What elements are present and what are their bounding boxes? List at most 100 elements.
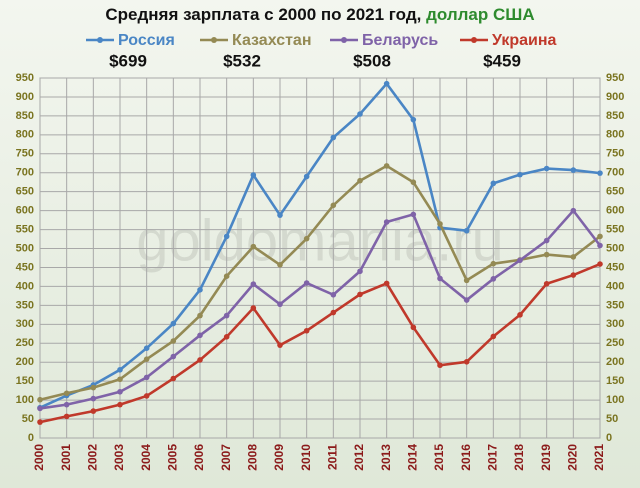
y-tick-label: 500 bbox=[16, 242, 34, 254]
y-tick-label: 800 bbox=[16, 129, 34, 141]
x-tick-label: 2019 bbox=[539, 444, 553, 471]
point bbox=[170, 353, 177, 360]
point bbox=[223, 273, 230, 279]
x-tick-label: 2005 bbox=[166, 444, 180, 471]
point bbox=[223, 312, 230, 319]
point bbox=[383, 280, 390, 287]
y-tick-label: 100 bbox=[16, 394, 34, 406]
point bbox=[330, 134, 337, 141]
legend-label: Беларусь bbox=[362, 32, 438, 49]
y-tick-label: 850 bbox=[16, 110, 34, 122]
point bbox=[330, 291, 337, 298]
y2-tick-label: 550 bbox=[606, 223, 624, 235]
current-value-label: $532 bbox=[223, 51, 261, 70]
point bbox=[143, 345, 150, 351]
legend-marker bbox=[211, 37, 217, 43]
y-tick-label: 450 bbox=[16, 261, 34, 273]
point bbox=[383, 80, 390, 87]
y2-tick-label: 500 bbox=[606, 242, 624, 254]
point bbox=[597, 242, 603, 249]
watermark: goldomania.ru bbox=[136, 208, 504, 273]
chart-title: Средняя зарплата с 2000 по 2021 год, дол… bbox=[105, 5, 534, 24]
y-tick-label: 550 bbox=[16, 223, 34, 235]
point bbox=[250, 172, 257, 178]
point bbox=[303, 173, 310, 180]
point bbox=[383, 163, 390, 169]
point bbox=[437, 221, 443, 227]
legend-marker bbox=[471, 37, 477, 43]
x-tick-label: 2007 bbox=[219, 444, 233, 471]
x-tick-label: 2011 bbox=[326, 444, 340, 470]
point bbox=[277, 342, 283, 348]
point bbox=[277, 262, 283, 268]
x-tick-label: 2014 bbox=[406, 444, 420, 471]
point bbox=[463, 277, 470, 284]
point bbox=[570, 272, 577, 278]
point bbox=[357, 291, 363, 298]
y2-tick-label: 950 bbox=[606, 72, 624, 84]
point bbox=[570, 254, 577, 260]
point bbox=[90, 384, 97, 391]
point bbox=[90, 408, 97, 414]
y-tick-label: 50 bbox=[22, 413, 34, 425]
current-value-label: $508 bbox=[353, 51, 391, 70]
point bbox=[170, 375, 177, 382]
point bbox=[357, 268, 363, 275]
point bbox=[170, 320, 177, 327]
point bbox=[543, 251, 550, 258]
point bbox=[517, 257, 523, 264]
point bbox=[517, 171, 523, 178]
title-unit: доллар США bbox=[426, 5, 535, 24]
series-line bbox=[39, 262, 601, 424]
legend-label: Украина bbox=[492, 32, 557, 49]
point bbox=[37, 419, 43, 425]
point bbox=[490, 180, 497, 187]
point bbox=[463, 227, 470, 234]
point bbox=[63, 390, 70, 397]
x-tick-label: 2008 bbox=[246, 444, 260, 471]
point bbox=[410, 211, 417, 218]
legend-label: Россия bbox=[118, 32, 175, 49]
point bbox=[597, 233, 603, 240]
y2-tick-label: 250 bbox=[606, 337, 624, 349]
x-tick-label: 2013 bbox=[379, 444, 393, 471]
point bbox=[463, 297, 470, 303]
current-value-label: $699 bbox=[109, 51, 147, 70]
y-tick-label: 0 bbox=[28, 432, 34, 444]
series-line bbox=[39, 81, 601, 409]
point bbox=[597, 261, 603, 267]
y-tick-label: 900 bbox=[16, 91, 34, 103]
point bbox=[490, 276, 497, 282]
point bbox=[490, 260, 497, 267]
series-line bbox=[39, 164, 601, 401]
y-tick-label: 150 bbox=[16, 375, 34, 387]
point bbox=[570, 207, 577, 214]
point bbox=[63, 401, 70, 408]
point bbox=[143, 393, 150, 399]
x-tick-label: 2018 bbox=[512, 444, 526, 471]
point bbox=[117, 366, 123, 373]
point bbox=[250, 305, 257, 311]
x-tick-label: 2012 bbox=[352, 444, 366, 471]
y-tick-label: 950 bbox=[16, 72, 34, 84]
x-tick-label: 2002 bbox=[86, 444, 100, 471]
x-tick-label: 2010 bbox=[299, 444, 313, 471]
point bbox=[303, 280, 310, 286]
legend-label: Казахстан bbox=[232, 32, 312, 49]
y2-tick-label: 400 bbox=[606, 280, 624, 292]
point bbox=[223, 233, 230, 240]
point bbox=[117, 376, 123, 383]
point bbox=[330, 309, 337, 316]
x-tick-label: 2015 bbox=[432, 444, 446, 471]
y2-tick-label: 750 bbox=[606, 148, 624, 160]
point bbox=[570, 167, 577, 173]
y2-tick-label: 800 bbox=[606, 129, 624, 141]
y2-tick-label: 300 bbox=[606, 318, 624, 330]
point bbox=[143, 374, 150, 381]
x-tick-label: 2004 bbox=[139, 444, 153, 471]
y-tick-label: 350 bbox=[16, 299, 34, 311]
title-main: Средняя зарплата с 2000 по 2021 год, bbox=[105, 5, 421, 24]
point bbox=[357, 177, 363, 184]
y2-tick-label: 700 bbox=[606, 167, 624, 179]
point bbox=[463, 359, 470, 365]
